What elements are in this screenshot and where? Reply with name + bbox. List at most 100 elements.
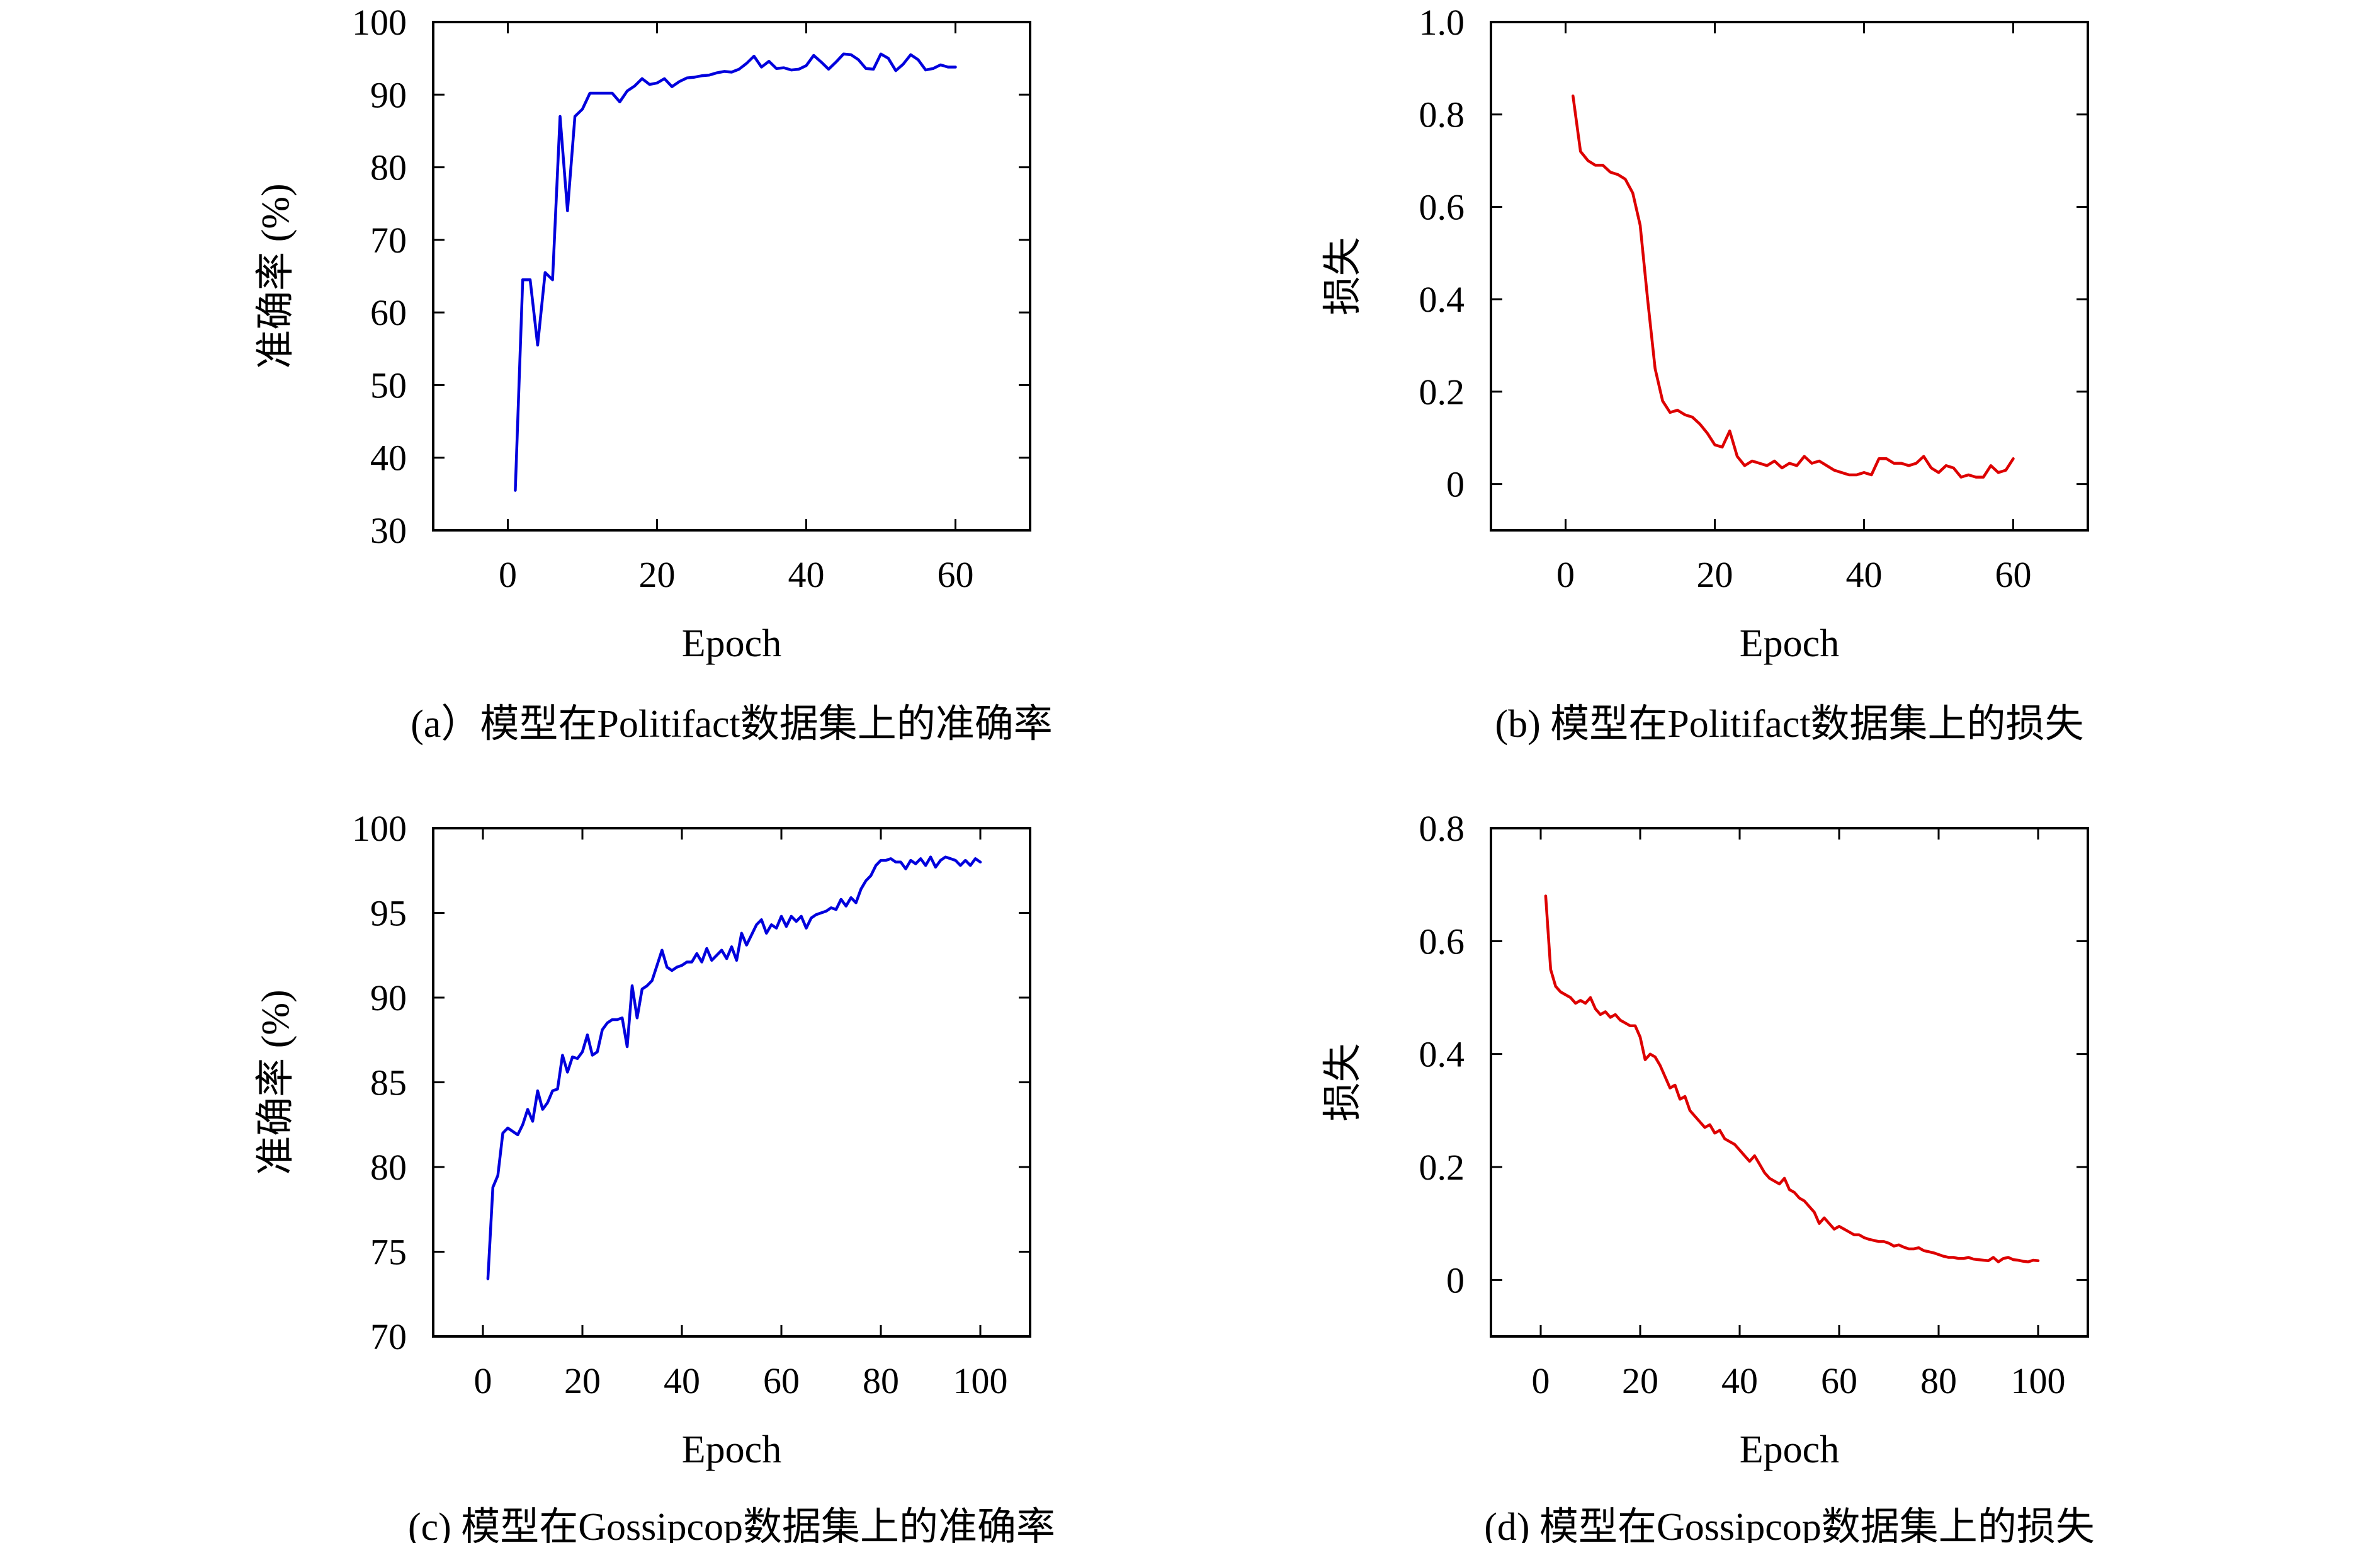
data-point — [925, 69, 926, 71]
data-point — [2012, 458, 2014, 460]
data-point — [1990, 465, 1992, 467]
data-point — [1689, 1110, 1691, 1112]
data-point — [1595, 164, 1596, 166]
data-point — [517, 1134, 519, 1136]
data-point — [1779, 1183, 1780, 1185]
data-point — [930, 856, 931, 858]
y-tick-label: 75 — [370, 1232, 407, 1273]
x-tick-label: 0 — [1532, 1360, 1550, 1401]
data-point — [721, 949, 722, 951]
chart-caption: (d) 模型在Gossipcop数据集上的损失 — [1484, 1506, 2095, 1543]
data-point — [616, 1019, 618, 1020]
data-point — [637, 1017, 638, 1019]
data-point — [761, 66, 762, 68]
data-point — [1759, 462, 1760, 464]
data-point — [900, 862, 902, 863]
chart-panel-b: 0 20 40 60 0 0.2 0.4 0.6 0.8 1.0 Epoch 损失 (b) 模型在Pol… — [1322, 2, 2089, 746]
y-tick-label: 70 — [370, 1316, 407, 1357]
data-point — [681, 965, 683, 966]
chart-caption: (b) 模型在Politifact数据集上的损失 — [1495, 703, 2083, 746]
data-point — [552, 1090, 553, 1091]
data-point — [1595, 1008, 1596, 1010]
x-tick-label: 80 — [1920, 1360, 1957, 1401]
data-point — [910, 860, 912, 861]
data-point — [888, 57, 889, 59]
series-line — [1572, 94, 2015, 479]
data-point — [1799, 1197, 1800, 1199]
x-tick-label: 20 — [1622, 1360, 1658, 1401]
x-axis-label: Epoch — [682, 1428, 781, 1471]
data-point — [1635, 1025, 1636, 1027]
data-point — [545, 271, 546, 273]
data-point — [1572, 95, 1574, 97]
data-point — [791, 69, 792, 71]
data-point — [1983, 1260, 1984, 1261]
data-point — [1818, 1222, 1820, 1224]
data-point — [751, 934, 752, 936]
y-tick-label: 40 — [370, 438, 407, 479]
data-point — [1841, 472, 1842, 474]
data-point — [1789, 1189, 1790, 1190]
data-point — [905, 868, 907, 870]
chart-panel-d: 0 20 40 60 80 100 0 0.2 0.4 0.6 0.8 Epoch 损失 (d) 模型在G… — [1322, 808, 2095, 1543]
data-point — [1933, 1252, 1934, 1254]
data-point — [830, 907, 832, 909]
data-point — [679, 81, 680, 83]
data-point — [522, 279, 523, 281]
data-point — [574, 116, 575, 117]
data-point — [696, 953, 698, 954]
data-point — [935, 867, 936, 868]
data-point — [1580, 999, 1581, 1001]
data-point — [1674, 1085, 1676, 1086]
data-point — [1983, 476, 1984, 478]
data-point — [1774, 1180, 1776, 1182]
data-point — [1679, 1098, 1680, 1100]
y-tick-label: 0.6 — [1419, 186, 1465, 227]
data-point — [880, 860, 881, 861]
data-point — [686, 77, 688, 79]
data-point — [1849, 474, 1850, 475]
y-tick-label: 1.0 — [1419, 2, 1465, 43]
data-point — [2037, 1260, 2039, 1261]
data-point — [604, 93, 606, 94]
data-point — [890, 858, 892, 860]
data-point — [567, 210, 569, 212]
plot-frame — [432, 21, 1031, 532]
data-point — [1930, 467, 1932, 469]
data-point — [843, 53, 844, 55]
data-point — [601, 1029, 603, 1030]
data-point — [1580, 151, 1581, 152]
data-point — [776, 68, 777, 69]
data-point — [766, 933, 768, 934]
x-tick-label: 40 — [664, 1360, 700, 1401]
data-point — [487, 1278, 489, 1280]
y-tick-label: 90 — [370, 74, 407, 115]
y-tick-label: 85 — [370, 1062, 407, 1103]
data-point — [1590, 997, 1591, 998]
data-point — [716, 72, 718, 74]
x-tick-label: 0 — [499, 554, 517, 595]
plot-frame — [1490, 827, 2089, 1338]
data-point — [559, 116, 561, 117]
data-point — [1600, 1014, 1601, 1015]
data-point — [965, 860, 966, 861]
data-point — [557, 1088, 558, 1090]
data-point — [1585, 1003, 1586, 1004]
data-point — [1938, 1254, 1939, 1255]
data-point — [1952, 467, 1954, 469]
data-point — [1946, 465, 1947, 467]
x-axis-label: Epoch — [682, 622, 781, 665]
x-tick-label: 60 — [763, 1360, 800, 1401]
data-point — [1632, 192, 1633, 194]
data-point — [885, 860, 887, 861]
data-point — [1818, 460, 1820, 462]
data-point — [642, 78, 643, 79]
data-point — [1943, 1255, 1944, 1257]
x-tick-label: 0 — [474, 1360, 492, 1401]
data-point — [686, 961, 688, 963]
data-point — [1714, 444, 1716, 446]
data-point — [850, 54, 852, 55]
data-point — [1724, 1138, 1726, 1139]
data-point — [1754, 1155, 1755, 1156]
data-point — [626, 90, 628, 92]
